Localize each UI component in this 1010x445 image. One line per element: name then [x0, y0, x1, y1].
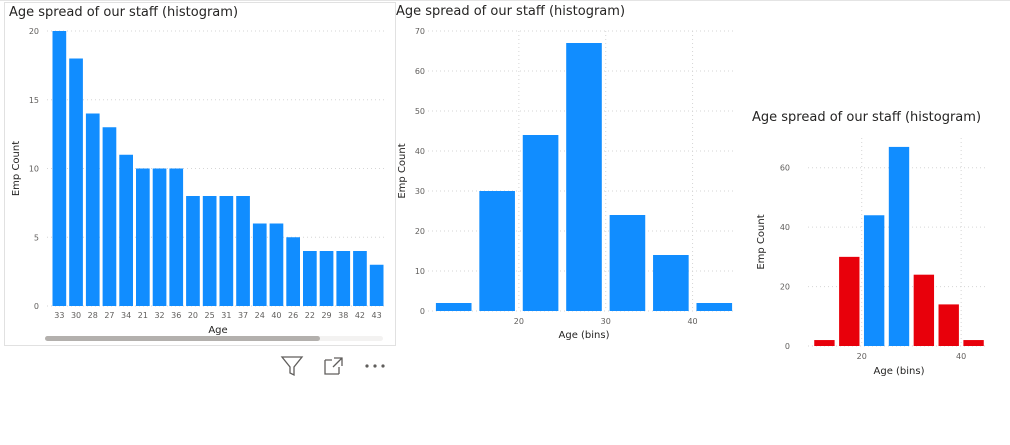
x-tick-label: 20 [188, 311, 198, 320]
x-tick-label: 21 [138, 311, 148, 320]
chart-3-svg: 0 20 40 60 20 40 Emp Count Age (bins) [756, 138, 986, 377]
bar [522, 135, 559, 311]
y-tick-label: 60 [415, 67, 425, 76]
x-tick-label: 42 [355, 311, 365, 320]
y-tick-label: 15 [29, 96, 39, 105]
bar [85, 113, 100, 306]
y-tick-label: 70 [415, 27, 425, 36]
x-tick-label: 28 [88, 311, 98, 320]
bar [888, 146, 910, 346]
x-tick-label: 22 [305, 311, 315, 320]
focus-mode-icon-glyph [324, 357, 343, 375]
bar [369, 264, 384, 306]
bar [152, 168, 167, 306]
bar [69, 58, 83, 306]
filter-icon-glyph [280, 356, 304, 377]
y-tick-label: 10 [415, 267, 425, 276]
x-tick-label: 31 [221, 311, 231, 320]
visual-title: Age spread of our staff (histogram) [752, 110, 982, 125]
bar [269, 223, 284, 306]
x-tick-label: 34 [121, 311, 131, 320]
x-tick-label: 26 [288, 311, 298, 320]
bar [814, 340, 835, 346]
y-tick-label: 20 [415, 227, 425, 236]
bar [286, 237, 300, 306]
top-border [0, 0, 1010, 5]
y-tick-label: 0 [785, 342, 790, 351]
y-tick-label: 60 [780, 164, 790, 173]
bar [236, 196, 250, 306]
y-tick-label: 40 [780, 223, 790, 232]
y-tick-label: 20 [29, 27, 39, 36]
y-tick-label: 10 [29, 165, 39, 174]
bar [136, 168, 150, 306]
x-tick-label: 30 [601, 317, 611, 326]
visual-title: Age spread of our staff (histogram) [396, 4, 626, 19]
bar [252, 223, 267, 306]
bar [839, 256, 860, 346]
x-tick-label: 24 [255, 311, 265, 320]
x-axis-title: Age (bins) [559, 330, 610, 341]
x-tick-label: 40 [271, 311, 281, 320]
age-histogram-visual-1[interactable]: Age spread of our staff (histogram) 0 5 10… [4, 2, 396, 346]
x-tick-label: 36 [171, 311, 181, 320]
y-tick-label: 0 [34, 302, 39, 311]
x-tick-label: 40 [956, 352, 966, 361]
age-histogram-visual-2[interactable]: Age spread of our staff (histogram) 0 10 2… [392, 2, 748, 347]
bar [913, 274, 935, 346]
bar [186, 196, 200, 306]
x-tick-label: 25 [205, 311, 215, 320]
bar [202, 196, 217, 306]
bar [653, 255, 689, 311]
x-tick-label: 33 [54, 311, 64, 320]
bar [219, 196, 234, 306]
chart-2-svg: 0 10 20 30 40 50 60 70 20 30 40 Emp Count Age (bins) [397, 27, 736, 341]
bar [353, 251, 367, 306]
x-tick-label: 30 [71, 311, 81, 320]
bar [963, 340, 984, 346]
bar [566, 43, 602, 311]
x-tick-label: 32 [154, 311, 164, 320]
x-tick-label: 43 [372, 311, 382, 320]
y-tick-label: 20 [780, 283, 790, 292]
y-axis-title: Emp Count [11, 141, 22, 196]
bar [938, 304, 959, 346]
y-tick-label: 0 [420, 307, 425, 316]
x-tick-label: 37 [238, 311, 248, 320]
visual-title: Age spread of our staff (histogram) [9, 5, 239, 20]
x-tick-label: 40 [687, 317, 697, 326]
bar [119, 154, 133, 306]
y-axis-title: Emp Count [756, 214, 767, 269]
x-tick-label: 29 [321, 311, 331, 320]
y-axis-title: Emp Count [397, 143, 408, 198]
bar [696, 303, 733, 311]
bar [319, 251, 334, 306]
x-tick-label: 27 [104, 311, 114, 320]
chart-1-svg: 0 5 10 15 20 33 30 28 27 34 21 32 36 20 25 31 37 24 40 26 22… [11, 27, 385, 336]
x-tick-label: 20 [514, 317, 524, 326]
bar [303, 251, 317, 306]
bar [336, 251, 351, 306]
more-options-icon-glyph [365, 364, 385, 368]
bar [479, 191, 515, 311]
bar [52, 31, 67, 306]
x-tick-label: 38 [338, 311, 348, 320]
y-tick-label: 40 [415, 147, 425, 156]
x-axis-title: Age (bins) [874, 366, 925, 377]
bar [169, 168, 184, 306]
y-tick-label: 50 [415, 107, 425, 116]
horizontal-scrollbar[interactable] [45, 336, 383, 341]
bar [609, 215, 646, 311]
age-histogram-visual-3[interactable]: Age spread of our staff (histogram) 0 20 4… [748, 108, 1010, 383]
x-axis-title: Age [208, 325, 227, 336]
x-tick-label: 20 [857, 352, 867, 361]
scrollbar-thumb[interactable] [45, 336, 320, 341]
y-tick-label: 5 [34, 233, 39, 242]
bar [435, 303, 472, 311]
bar [102, 127, 117, 306]
y-tick-label: 30 [415, 187, 425, 196]
bar [863, 215, 885, 346]
